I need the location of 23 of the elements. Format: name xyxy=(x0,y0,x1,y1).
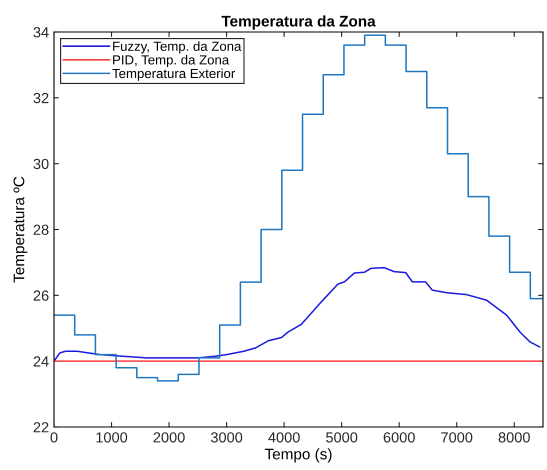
legend-label: Temperatura Exterior xyxy=(112,68,236,81)
legend-label: PID, Temp. da Zona xyxy=(113,54,230,68)
x-tick-label: 7000 xyxy=(441,432,472,443)
y-tick-label: 30 xyxy=(33,158,49,170)
y-tick-label: 26 xyxy=(34,290,48,301)
line-series xyxy=(54,266,540,362)
legend-label: Fuzzy, Temp. da Zona xyxy=(113,41,242,54)
x-tick-label: 1000 xyxy=(96,432,128,443)
x-tick-label: 8000 xyxy=(498,432,530,443)
y-tick-label: 28 xyxy=(34,224,49,235)
y-tick-label: 24 xyxy=(34,356,49,366)
chart-title: Temperatura da Zona xyxy=(222,15,376,30)
y-tick-label: 34 xyxy=(33,27,49,38)
x-tick-label: 6000 xyxy=(384,432,415,443)
x-tick-label: 2000 xyxy=(154,432,185,443)
y-tick-label: 22 xyxy=(34,422,48,432)
x-tick-label: 3000 xyxy=(210,432,242,443)
y-tick-label: 32 xyxy=(33,92,48,104)
x-tick-label: 0 xyxy=(50,432,58,443)
x-tick-label: 5000 xyxy=(326,432,358,443)
y-axis-title: Temperatura ºC xyxy=(14,176,28,282)
x-axis-title: Tempo (s) xyxy=(264,448,332,462)
x-tick-label: 4000 xyxy=(268,432,300,443)
